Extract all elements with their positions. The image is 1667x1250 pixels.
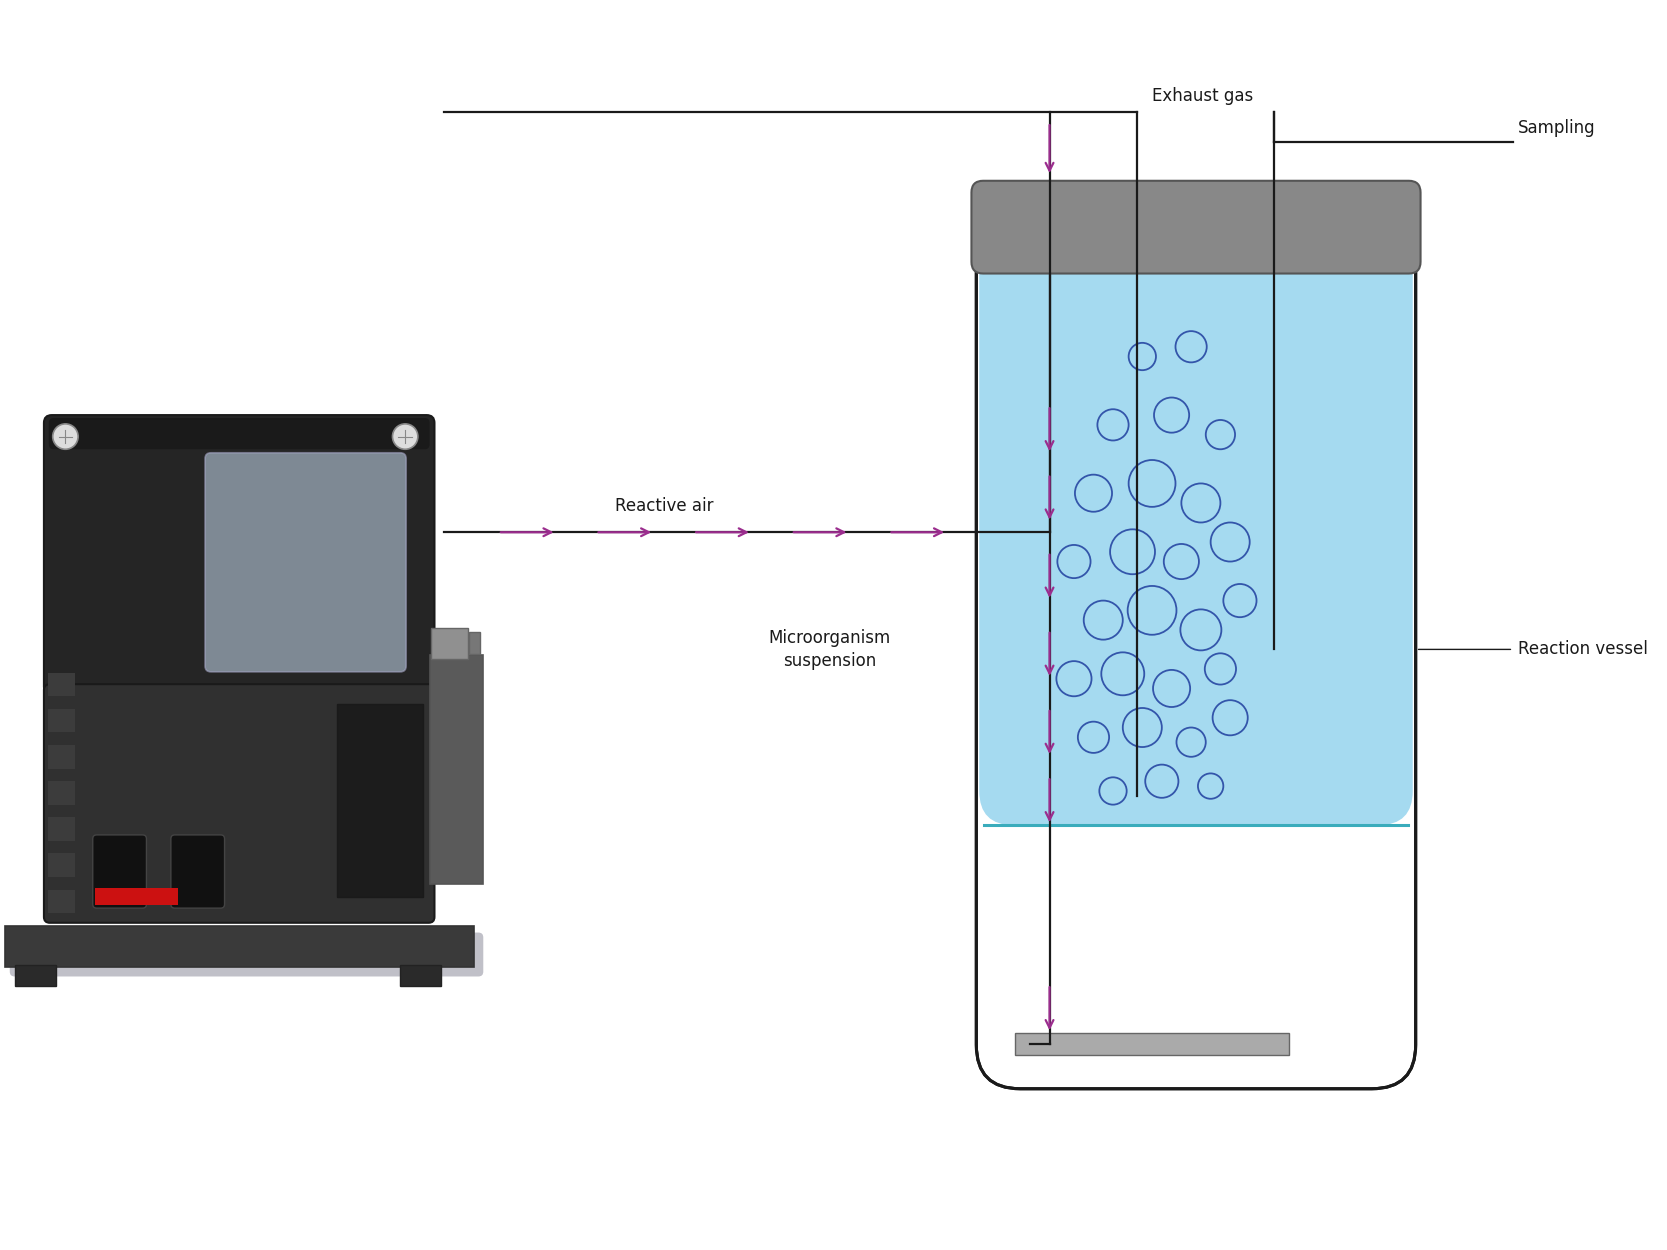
Bar [337, 705, 423, 897]
Text: Sampling: Sampling [1519, 119, 1595, 136]
FancyBboxPatch shape [170, 835, 225, 909]
Bar [468, 632, 480, 654]
Text: Reactive air: Reactive air [615, 496, 713, 515]
Bar [15, 965, 55, 986]
Bar [48, 672, 75, 696]
Circle shape [392, 424, 418, 449]
Bar [400, 965, 442, 986]
Bar [48, 781, 75, 805]
FancyBboxPatch shape [979, 235, 1412, 825]
FancyBboxPatch shape [972, 181, 1420, 274]
Bar [5, 926, 473, 966]
Bar [1015, 1032, 1289, 1055]
FancyBboxPatch shape [10, 932, 483, 976]
FancyBboxPatch shape [93, 835, 147, 909]
Text: Microorganism
suspension: Microorganism suspension [768, 629, 890, 670]
FancyBboxPatch shape [977, 230, 1415, 1089]
Text: Reaction vessel: Reaction vessel [1519, 640, 1649, 659]
Bar [430, 655, 483, 884]
Bar [95, 888, 178, 905]
Bar [48, 745, 75, 769]
FancyBboxPatch shape [43, 415, 435, 694]
Bar [430, 628, 468, 659]
FancyBboxPatch shape [205, 452, 407, 671]
Bar [48, 890, 75, 912]
FancyBboxPatch shape [43, 684, 435, 922]
Bar [48, 818, 75, 841]
Circle shape [53, 424, 78, 449]
Bar [48, 854, 75, 878]
FancyBboxPatch shape [48, 418, 430, 449]
Text: Exhaust gas: Exhaust gas [1152, 86, 1254, 105]
Bar [48, 709, 75, 732]
